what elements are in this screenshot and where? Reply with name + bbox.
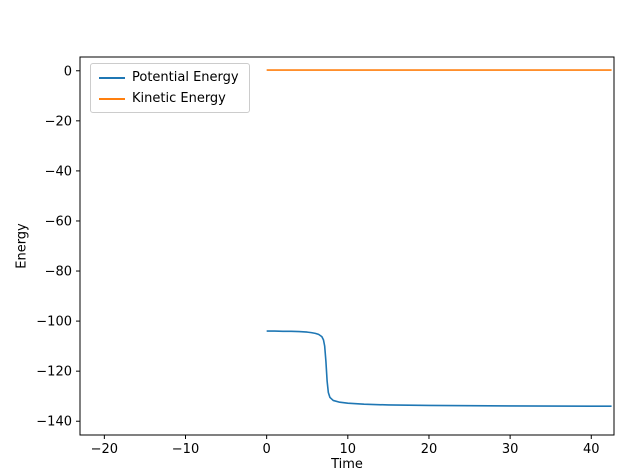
legend: Potential Energy Kinetic Energy xyxy=(90,63,250,113)
y-tick-label: −60 xyxy=(45,214,72,229)
x-tick-label: −20 xyxy=(91,442,118,457)
x-tick-label: 0 xyxy=(263,442,271,457)
x-tick-label: 30 xyxy=(502,442,519,457)
y-tick-label: 0 xyxy=(64,64,72,79)
y-tick-label: −100 xyxy=(36,315,72,330)
y-tick-label: −40 xyxy=(45,164,72,179)
x-axis-label: Time xyxy=(331,457,363,472)
y-tick-label: −140 xyxy=(36,415,72,430)
legend-item-potential-energy: Potential Energy xyxy=(99,70,239,85)
x-tick-label: 10 xyxy=(340,442,357,457)
legend-label: Kinetic Energy xyxy=(132,91,226,106)
x-tick-label: 20 xyxy=(421,442,438,457)
y-tick-label: −80 xyxy=(45,265,72,280)
x-tick-label: −10 xyxy=(172,442,199,457)
legend-line-sample-potential xyxy=(99,76,125,79)
y-tick-label: −120 xyxy=(36,365,72,380)
y-tick-label: −20 xyxy=(45,114,72,129)
series-line-potential-energy xyxy=(266,330,612,408)
axes-frame xyxy=(79,56,615,436)
legend-item-kinetic-energy: Kinetic Energy xyxy=(99,91,239,106)
legend-line-sample-kinetic xyxy=(99,97,125,100)
x-tick-label: 40 xyxy=(583,442,600,457)
y-axis-label: Energy xyxy=(14,223,30,269)
legend-label: Potential Energy xyxy=(132,70,239,85)
